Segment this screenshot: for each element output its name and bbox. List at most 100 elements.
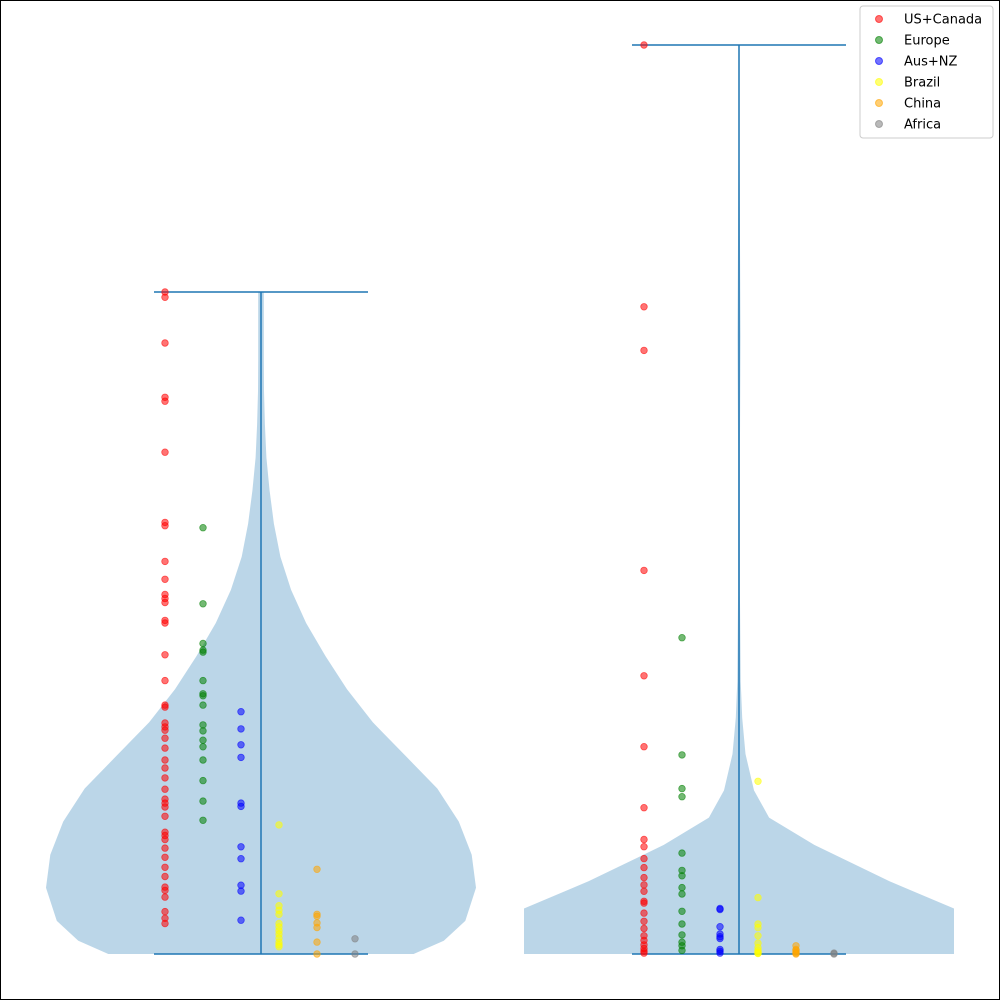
legend-label-us-canada: US+Canada [904, 13, 982, 28]
point-us-canada-right-11 [640, 873, 648, 882]
point-us-canada-right-2 [640, 346, 648, 355]
point-us-canada-left-7 [161, 522, 169, 530]
point-europe-right-4 [678, 849, 686, 857]
point-europe-left-8 [199, 701, 207, 709]
point-europe-left-12 [199, 743, 207, 751]
point-us-canada-left-8 [161, 557, 169, 566]
point-china-right-5 [792, 950, 800, 958]
point-brazil-left-4 [275, 910, 283, 918]
point-brazil-right-0 [754, 777, 762, 785]
points-layer [161, 41, 838, 958]
point-us-canada-right-4 [640, 672, 648, 680]
point-aus-nz-left-6 [237, 843, 245, 851]
point-us-canada-left-42 [161, 907, 169, 916]
point-aus-nz-left-9 [237, 887, 245, 895]
legend-marker-europe [875, 36, 883, 44]
point-us-canada-left-14 [161, 619, 169, 627]
point-us-canada-left-35 [161, 844, 169, 852]
point-europe-left-1 [199, 600, 207, 608]
point-aus-nz-left-0 [237, 708, 245, 716]
point-europe-right-14 [678, 946, 686, 955]
legend-label-aus-nz: Aus+NZ [904, 55, 958, 70]
point-us-canada-left-16 [161, 676, 169, 685]
point-us-canada-right-10 [640, 863, 648, 872]
point-africa-left-1 [351, 950, 359, 958]
point-us-canada-right-8 [640, 843, 648, 851]
point-africa-left-0 [351, 935, 359, 943]
point-europe-left-0 [199, 524, 207, 532]
legend-marker-brazil [875, 78, 883, 86]
violins-layer [46, 44, 954, 955]
point-brazil-right-1 [754, 893, 762, 902]
point-us-canada-left-36 [161, 853, 169, 861]
point-us-canada-left-38 [161, 872, 169, 881]
point-us-canada-left-27 [161, 785, 169, 793]
legend-label-europe: Europe [904, 34, 950, 49]
point-us-canada-right-13 [640, 887, 648, 895]
point-europe-right-11 [678, 931, 686, 939]
point-us-canada-right-17 [640, 917, 648, 925]
point-us-canada-left-40 [161, 886, 169, 895]
point-us-canada-left-9 [161, 575, 169, 583]
point-europe-right-0 [678, 634, 686, 642]
legend: US+Canada Europe Aus+NZ Brazil China Africa [859, 5, 994, 139]
point-us-canada-left-31 [161, 812, 169, 820]
point-aus-nz-left-1 [237, 725, 245, 733]
point-europe-left-14 [199, 776, 207, 785]
point-us-canada-right-15 [640, 899, 648, 907]
point-europe-right-2 [678, 784, 686, 793]
point-us-canada-left-30 [161, 803, 169, 811]
point-us-canada-right-1 [640, 303, 648, 311]
point-us-canada-left-21 [161, 726, 169, 734]
point-europe-right-7 [678, 883, 686, 892]
point-us-canada-left-37 [161, 863, 169, 871]
point-us-canada-right-18 [640, 924, 648, 933]
point-china-left-4 [313, 923, 321, 932]
point-china-left-0 [313, 865, 321, 873]
point-brazil-left-12 [275, 943, 283, 951]
point-brazil-right-4 [754, 932, 762, 940]
point-us-canada-right-5 [640, 743, 648, 751]
point-aus-nz-left-10 [237, 916, 245, 924]
point-europe-left-15 [199, 797, 207, 805]
point-europe-right-10 [678, 920, 686, 928]
point-us-canada-right-24 [640, 949, 648, 957]
point-aus-nz-right-1 [716, 905, 724, 914]
point-us-canada-left-44 [161, 919, 169, 928]
legend-marker-us-canada [875, 15, 883, 23]
legend-label-africa: Africa [904, 118, 941, 133]
legend-label-china: China [904, 97, 941, 112]
point-europe-left-11 [199, 736, 207, 744]
point-brazil-left-0 [275, 821, 283, 829]
point-us-canada-left-34 [161, 835, 169, 844]
point-us-canada-left-2 [161, 339, 169, 347]
point-europe-right-6 [678, 872, 686, 880]
point-china-left-2 [313, 912, 321, 920]
point-europe-left-16 [199, 816, 207, 824]
legend-marker-aus-nz [875, 57, 883, 65]
point-us-canada-left-12 [161, 598, 169, 607]
point-europe-left-5 [199, 676, 207, 685]
point-us-canada-left-4 [161, 397, 169, 405]
point-china-left-5 [313, 938, 321, 946]
point-brazil-right-3 [754, 923, 762, 932]
point-us-canada-right-0 [640, 41, 648, 49]
point-europe-right-8 [678, 890, 686, 898]
point-aus-nz-left-3 [237, 753, 245, 762]
point-us-canada-left-22 [161, 734, 169, 742]
point-us-canada-left-26 [161, 774, 169, 782]
point-us-canada-left-41 [161, 893, 169, 901]
point-aus-nz-left-7 [237, 855, 245, 863]
point-brazil-left-1 [275, 890, 283, 898]
point-aus-nz-right-8 [716, 949, 724, 957]
point-us-canada-left-1 [161, 293, 169, 301]
point-aus-nz-right-2 [716, 923, 724, 931]
legend-marker-china [875, 99, 883, 107]
point-us-canada-left-5 [161, 448, 169, 456]
point-europe-left-13 [199, 756, 207, 764]
point-us-canada-left-24 [161, 756, 169, 764]
legend-marker-africa [875, 120, 883, 128]
point-us-canada-left-23 [161, 744, 169, 752]
